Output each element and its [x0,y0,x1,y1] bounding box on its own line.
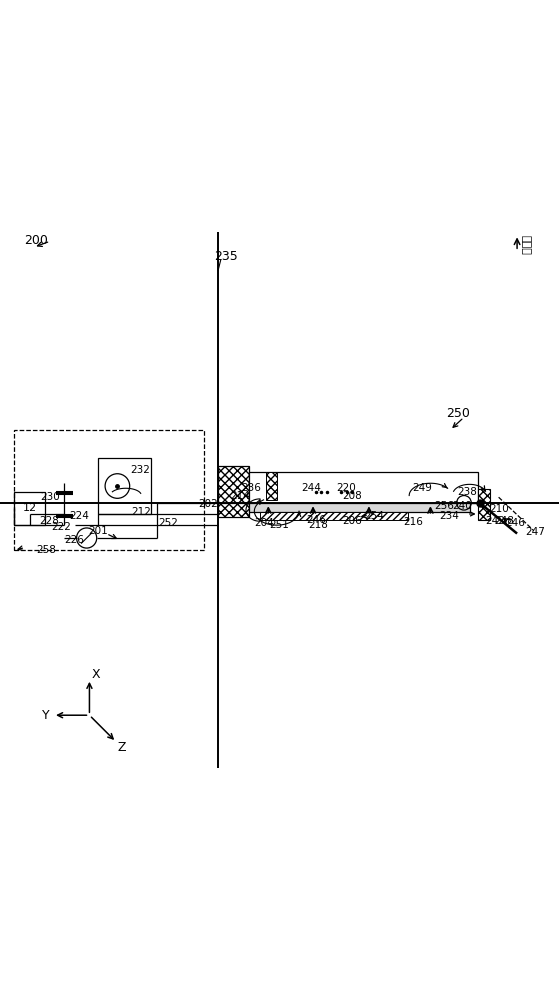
Text: 204: 204 [254,518,274,528]
Text: 226: 226 [64,535,84,545]
Text: 212: 212 [131,507,151,517]
Text: 240: 240 [453,501,472,511]
Bar [266,472,277,500]
Text: 244: 244 [301,483,321,493]
Text: Y: Y [42,709,50,722]
Text: 218: 218 [309,520,329,530]
Text: 248: 248 [495,516,515,526]
Text: 210: 210 [489,504,509,514]
Text: 236: 236 [241,483,262,493]
Text: 246: 246 [505,518,525,528]
Text: 256: 256 [434,501,454,511]
Text: 234: 234 [439,511,459,521]
Text: 12: 12 [22,503,37,513]
Text: 235: 235 [215,250,238,263]
Bar [218,475,249,517]
Text: 242: 242 [485,516,505,526]
Text: 216: 216 [404,517,424,527]
Text: 254: 254 [364,511,385,521]
Bar [14,430,204,550]
Bar [249,472,478,503]
Text: 200: 200 [25,234,48,247]
Text: 201: 201 [88,526,108,536]
Bar [218,466,249,503]
Text: 202: 202 [198,499,218,509]
Text: 到大气: 到大气 [520,235,530,254]
Text: 246: 246 [306,515,326,525]
Text: 250: 250 [447,407,470,420]
Text: X: X [92,668,101,681]
Text: 251: 251 [269,520,290,530]
Text: 214: 214 [230,491,250,501]
Text: 206: 206 [342,516,362,526]
Text: 224: 224 [69,511,89,521]
Text: 249: 249 [412,483,432,493]
Bar [98,458,151,514]
Bar [478,489,490,520]
Text: 230: 230 [40,492,60,502]
Bar [260,512,408,520]
Text: 220: 220 [337,483,357,493]
Bar [14,492,45,525]
Text: 238: 238 [457,487,477,497]
Text: 252: 252 [158,518,178,528]
Text: Z: Z [117,741,126,754]
Text: 228: 228 [39,516,59,526]
Bar [249,500,470,512]
Text: 232: 232 [130,465,150,475]
Text: 258: 258 [36,545,56,555]
Text: 222: 222 [51,522,72,532]
Text: 208: 208 [342,491,362,501]
Text: 247: 247 [525,527,546,537]
